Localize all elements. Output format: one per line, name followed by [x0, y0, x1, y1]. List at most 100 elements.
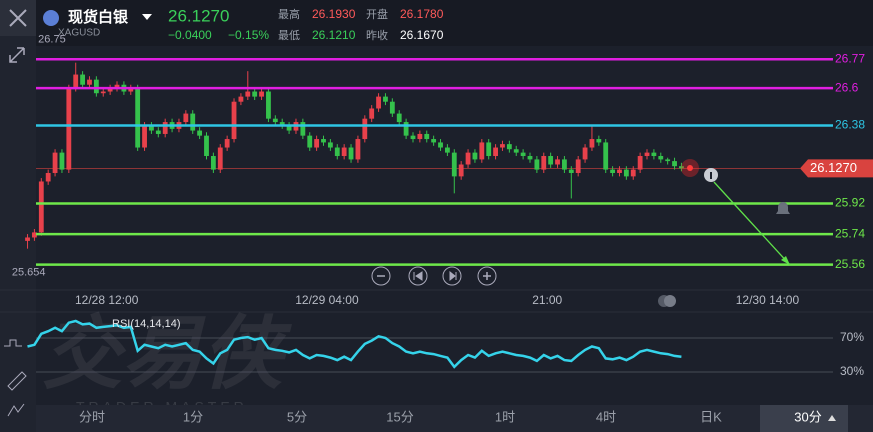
candle-body: [87, 79, 92, 85]
stat-value: 26.1780: [400, 7, 444, 21]
toggle-icon[interactable]: [664, 295, 676, 307]
candle-body: [224, 139, 230, 148]
candle-body: [596, 139, 602, 143]
timeframe-tab[interactable]: 分时: [79, 409, 105, 424]
x-tick-label: 12/29 04:00: [295, 293, 359, 307]
candle-body: [314, 139, 320, 148]
stat-label: 开盘: [366, 7, 388, 21]
timeframe-tab[interactable]: 15分: [386, 409, 413, 424]
candle-body: [651, 152, 657, 157]
price-level-label: 26.77: [835, 51, 865, 65]
candle-body: [376, 96, 381, 109]
candle-body: [575, 159, 581, 173]
indicator-icon[interactable]: [4, 339, 22, 347]
candle-body: [410, 135, 416, 140]
x-tick-label: 12/28 12:00: [75, 293, 139, 307]
candle-body: [300, 122, 306, 136]
timeframe-tab[interactable]: 4时: [596, 409, 616, 424]
candle-body: [568, 169, 574, 173]
stat-value: 26.1210: [312, 28, 356, 42]
candle-body: [383, 96, 388, 102]
candle-body: [162, 122, 168, 134]
tab-bar: [36, 405, 873, 432]
candle-body: [431, 139, 437, 143]
candle-body: [444, 147, 450, 153]
candle-body: [541, 156, 547, 170]
stat-label: 最低: [278, 29, 300, 42]
icon: [413, 271, 423, 281]
stat-value: 26.1670: [400, 28, 444, 42]
timeframe-tab[interactable]: 日K: [700, 409, 722, 424]
candle-body: [135, 88, 141, 148]
chart-icon[interactable]: [7, 403, 25, 417]
stat-value: 26.1930: [312, 7, 356, 21]
indicator-title: RSI(14,14,14): [112, 318, 180, 330]
candle-body: [252, 91, 258, 97]
left-toolbar: [0, 0, 36, 432]
candle-body: [52, 152, 58, 173]
candle-body: [672, 161, 677, 167]
candle-body: [520, 152, 526, 157]
candle-body: [403, 122, 409, 136]
timeframe-tab[interactable]: 5分: [287, 409, 307, 424]
candle-body: [389, 101, 395, 114]
candle-body: [637, 156, 643, 170]
candle-body: [679, 166, 684, 169]
candle-body: [417, 133, 423, 140]
alert-icon[interactable]: [776, 202, 790, 214]
candle-body: [38, 181, 44, 233]
icon: [483, 272, 491, 280]
icon: [449, 270, 457, 282]
candle-body: [210, 156, 216, 170]
last-price-label: 26.1270: [810, 160, 857, 175]
draw-icon[interactable]: [7, 371, 27, 391]
candle-body: [66, 88, 72, 170]
candle-body: [617, 169, 622, 173]
trend-arrow: [713, 181, 791, 266]
candle-body: [486, 142, 492, 157]
fullscreen-icon[interactable]: [9, 47, 25, 63]
candle-body: [93, 79, 99, 94]
zoom-out[interactable]: [371, 266, 391, 286]
candle-body: [506, 144, 512, 150]
candle-body: [603, 142, 609, 170]
price-level-label: 26.38: [835, 118, 865, 132]
candle-body: [582, 147, 588, 160]
candle-body: [665, 159, 671, 162]
candle-body: [630, 169, 636, 177]
candle-body: [190, 113, 196, 131]
candle-body: [644, 152, 650, 157]
candle-body: [238, 96, 244, 102]
zoom-in[interactable]: [477, 266, 497, 286]
candle-body: [25, 237, 30, 241]
x-tick-label: 12/30 14:00: [736, 293, 800, 307]
candle-body: [45, 172, 51, 182]
scroll-start[interactable]: [408, 266, 428, 286]
candle-body: [396, 113, 402, 123]
candle-body: [658, 156, 664, 160]
timeframe-tab[interactable]: 1时: [495, 409, 515, 424]
dropdown-arrow[interactable]: [142, 14, 152, 20]
close-icon: [9, 9, 27, 27]
timeframe-tab[interactable]: 30分: [794, 409, 821, 424]
candle-body: [114, 84, 120, 89]
symbol-code: XAGUSD: [58, 28, 100, 39]
candle-body: [286, 125, 292, 131]
tab-arrow[interactable]: [828, 415, 836, 421]
candle-body: [465, 152, 471, 165]
timeframe-tab[interactable]: 1分: [183, 409, 203, 424]
scroll-end[interactable]: [442, 266, 462, 286]
candle-body: [217, 147, 223, 170]
symbol-name: 现货白银: [68, 8, 129, 26]
candle-body: [245, 91, 251, 97]
price-level-label: 25.92: [835, 196, 865, 210]
candle-body: [623, 169, 629, 177]
candle-body: [548, 156, 554, 165]
max-price-label: 26.75: [38, 34, 66, 46]
min-price-label: 25.654: [12, 267, 46, 279]
zoom-controls: [371, 266, 497, 286]
symbol-icon: [43, 10, 59, 26]
candle-body: [369, 108, 375, 119]
